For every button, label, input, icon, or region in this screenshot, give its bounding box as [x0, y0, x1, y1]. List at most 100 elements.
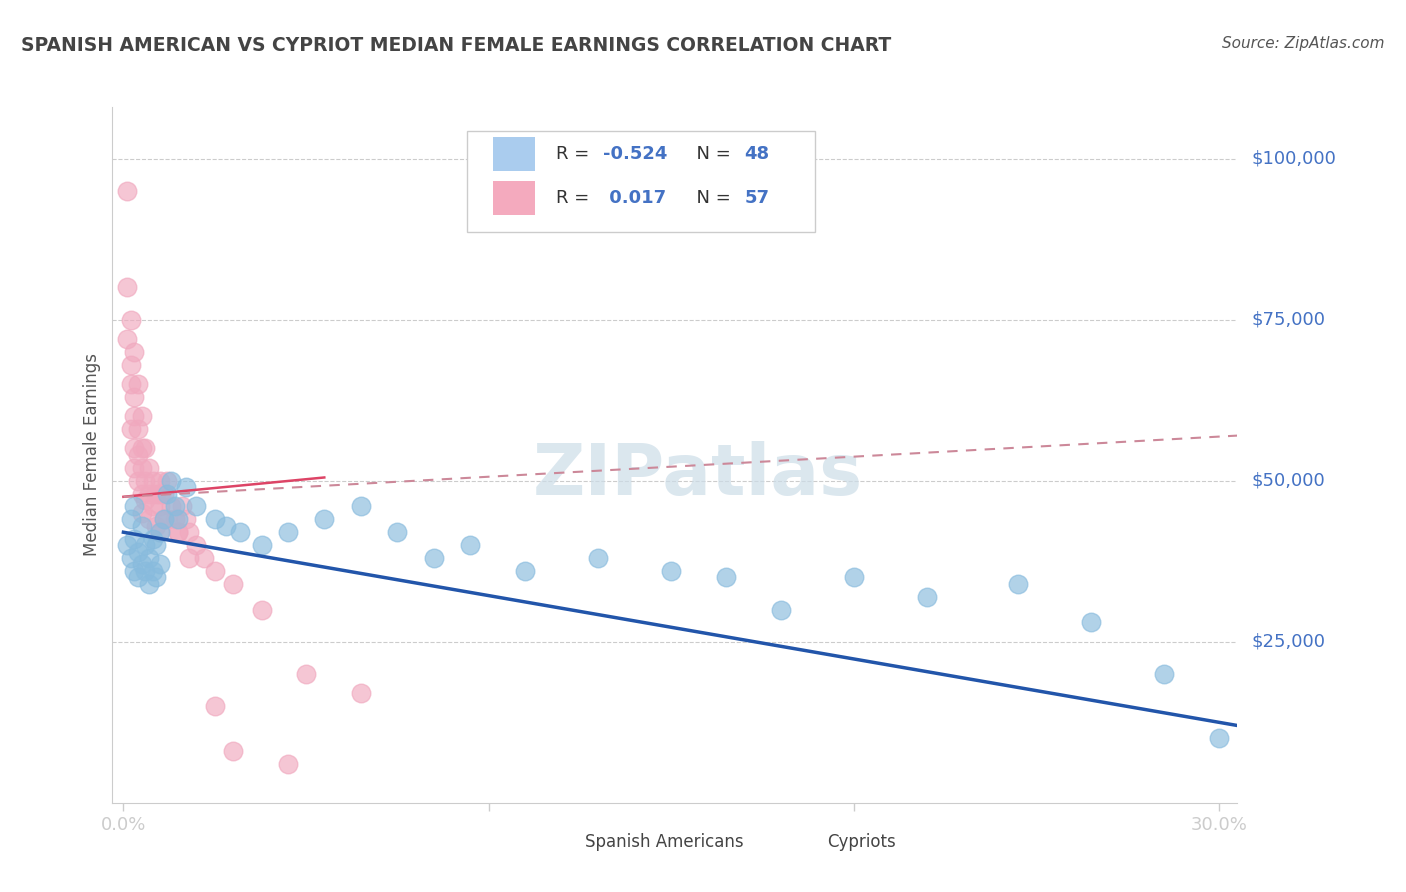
Point	[124, 564, 146, 578]
Point	[1208, 731, 1230, 746]
Point	[149, 525, 172, 540]
Point	[142, 532, 165, 546]
Text: $100,000: $100,000	[1251, 150, 1336, 168]
Point	[156, 474, 179, 488]
Point	[115, 280, 138, 294]
Point	[163, 512, 186, 526]
Point	[156, 512, 179, 526]
Point	[170, 500, 193, 514]
Point	[127, 422, 149, 436]
Point	[204, 512, 226, 526]
Text: $25,000: $25,000	[1251, 632, 1326, 651]
Point	[149, 558, 172, 572]
Point	[134, 474, 156, 488]
Bar	[492, 137, 536, 170]
Point	[387, 525, 409, 540]
Point	[134, 538, 156, 552]
Point	[124, 500, 146, 514]
Point	[586, 551, 609, 566]
Point	[138, 551, 160, 566]
Y-axis label: Median Female Earnings: Median Female Earnings	[83, 353, 101, 557]
Point	[277, 525, 299, 540]
Bar	[492, 181, 536, 215]
Point	[124, 390, 146, 404]
Text: N =: N =	[685, 145, 737, 163]
Point	[423, 551, 446, 566]
Point	[131, 518, 153, 533]
Point	[120, 422, 142, 436]
Point	[229, 525, 252, 540]
Point	[131, 506, 153, 520]
Point	[277, 757, 299, 772]
Text: $75,000: $75,000	[1251, 310, 1326, 328]
Text: Cypriots: Cypriots	[827, 833, 896, 852]
Point	[145, 538, 167, 552]
Point	[769, 602, 792, 616]
Point	[134, 493, 156, 508]
Point	[134, 442, 156, 456]
Point	[120, 512, 142, 526]
Point	[460, 538, 482, 552]
Point	[152, 486, 174, 500]
Point	[120, 377, 142, 392]
Point	[659, 564, 682, 578]
Point	[131, 486, 153, 500]
Text: 0.017: 0.017	[603, 189, 666, 207]
FancyBboxPatch shape	[467, 131, 815, 232]
Point	[167, 525, 190, 540]
Point	[138, 460, 160, 475]
Bar	[782, 831, 818, 854]
Point	[152, 512, 174, 526]
Point	[131, 409, 153, 424]
Text: N =: N =	[685, 189, 737, 207]
Point	[222, 744, 245, 758]
Point	[156, 486, 179, 500]
Point	[149, 486, 172, 500]
Point	[149, 525, 172, 540]
Point	[142, 500, 165, 514]
Point	[149, 474, 172, 488]
Point	[186, 538, 208, 552]
Point	[115, 184, 138, 198]
Text: 48: 48	[745, 145, 769, 163]
Point	[131, 460, 153, 475]
Point	[124, 344, 146, 359]
Point	[222, 576, 245, 591]
Point	[915, 590, 938, 604]
Text: SPANISH AMERICAN VS CYPRIOT MEDIAN FEMALE EARNINGS CORRELATION CHART: SPANISH AMERICAN VS CYPRIOT MEDIAN FEMAL…	[21, 36, 891, 54]
Point	[179, 551, 201, 566]
Bar	[540, 831, 576, 854]
Point	[115, 332, 138, 346]
Point	[163, 500, 186, 514]
Point	[120, 312, 142, 326]
Point	[1007, 576, 1029, 591]
Point	[174, 512, 197, 526]
Point	[842, 570, 865, 584]
Text: -0.524: -0.524	[603, 145, 668, 163]
Point	[515, 564, 537, 578]
Point	[186, 500, 208, 514]
Point	[120, 358, 142, 372]
Point	[350, 500, 373, 514]
Point	[204, 699, 226, 714]
Point	[127, 474, 149, 488]
Text: ZIPatlas: ZIPatlas	[533, 442, 862, 510]
Point	[115, 538, 138, 552]
Text: R =: R =	[555, 189, 595, 207]
Point	[142, 474, 165, 488]
Point	[131, 442, 153, 456]
Point	[124, 532, 146, 546]
Text: Source: ZipAtlas.com: Source: ZipAtlas.com	[1222, 36, 1385, 51]
Point	[134, 564, 156, 578]
Point	[138, 512, 160, 526]
Point	[145, 570, 167, 584]
Point	[142, 564, 165, 578]
Point	[193, 551, 215, 566]
Point	[1080, 615, 1102, 630]
Point	[250, 602, 273, 616]
Point	[127, 570, 149, 584]
Point	[120, 551, 142, 566]
Point	[350, 686, 373, 700]
Point	[145, 518, 167, 533]
Point	[145, 486, 167, 500]
